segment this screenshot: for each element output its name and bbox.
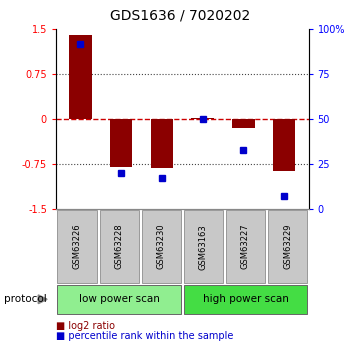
Text: GSM63163: GSM63163 [199,224,208,269]
Text: GDS1636 / 7020202: GDS1636 / 7020202 [110,9,251,23]
Bar [273,119,295,171]
Bar [110,119,132,167]
Text: GSM63230: GSM63230 [157,224,166,269]
Text: low power scan: low power scan [79,294,160,304]
Text: protocol: protocol [4,294,46,304]
Text: GSM63227: GSM63227 [241,224,250,269]
Text: ■ log2 ratio: ■ log2 ratio [56,321,115,331]
Bar [232,119,255,128]
Text: GSM63228: GSM63228 [115,224,123,269]
Text: high power scan: high power scan [203,294,288,304]
Bar [191,118,214,119]
Bar [151,119,173,168]
Bar [69,35,92,119]
Text: ■ percentile rank within the sample: ■ percentile rank within the sample [56,332,233,341]
Text: GSM63226: GSM63226 [73,224,82,269]
Text: GSM63229: GSM63229 [283,224,292,269]
